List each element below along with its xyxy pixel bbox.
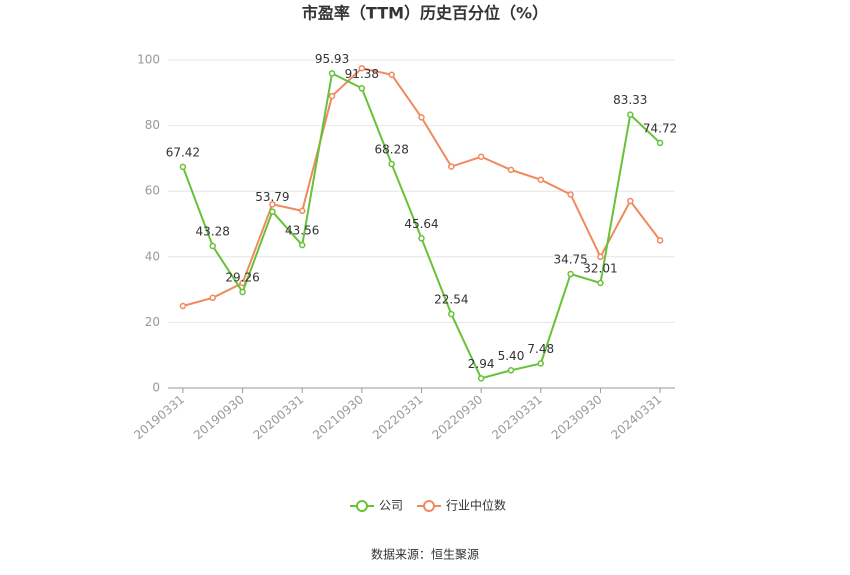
x-tick-label: 20220331 xyxy=(370,392,426,442)
data-label: 43.56 xyxy=(285,224,319,238)
legend-label: 行业中位数 xyxy=(446,498,506,513)
y-tick-label: 100 xyxy=(137,53,160,67)
point xyxy=(627,111,634,118)
x-tick-label: 20210930 xyxy=(310,392,366,442)
y-tick-label: 20 xyxy=(145,315,160,329)
point xyxy=(298,241,306,249)
data-label: 22.54 xyxy=(434,293,468,307)
point xyxy=(388,71,395,79)
y-tick-label: 0 xyxy=(152,381,160,395)
point xyxy=(358,85,366,92)
point xyxy=(567,270,574,278)
data-label: 95.93 xyxy=(315,52,349,66)
point xyxy=(388,160,395,168)
point xyxy=(179,163,187,171)
data-label: 53.79 xyxy=(255,190,289,204)
point xyxy=(298,207,306,215)
point xyxy=(507,367,515,374)
legend-label: 公司 xyxy=(379,499,403,513)
point xyxy=(477,153,485,161)
data-label: 91.38 xyxy=(345,67,379,81)
data-label: 2.94 xyxy=(468,357,495,371)
data-label: 34.75 xyxy=(553,253,587,267)
x-tick-label: 20230930 xyxy=(549,392,605,442)
x-tick-label: 20190331 xyxy=(131,392,187,442)
data-label: 74.72 xyxy=(643,121,677,135)
point xyxy=(269,208,276,215)
data-label: 67.42 xyxy=(166,145,200,159)
point xyxy=(507,166,515,174)
data-label: 7.48 xyxy=(527,342,554,356)
legend-marker xyxy=(356,500,368,512)
legend-item[interactable]: 行业中位数 xyxy=(417,498,506,513)
legend-marker xyxy=(423,500,436,512)
chart-title: 市盈率（TTM）历史百分位（%） xyxy=(302,4,548,23)
x-tick-label: 20190930 xyxy=(191,392,247,442)
data-label: 5.40 xyxy=(498,349,525,363)
data-label: 43.28 xyxy=(196,225,230,239)
legend-item[interactable]: 公司 xyxy=(350,499,403,513)
data-label: 45.64 xyxy=(404,217,438,231)
point xyxy=(537,360,545,367)
point xyxy=(358,64,366,72)
point xyxy=(448,310,455,318)
data-label: 83.33 xyxy=(613,93,647,107)
point xyxy=(477,375,485,382)
source: 数据来源：恒生聚源 xyxy=(371,547,479,562)
point xyxy=(567,191,574,198)
point xyxy=(209,242,216,250)
data-label: 68.28 xyxy=(374,143,408,157)
y-tick-label: 40 xyxy=(145,249,160,263)
x-tick-label: 20200331 xyxy=(251,392,307,442)
point xyxy=(209,294,216,302)
y-tick-label: 60 xyxy=(145,184,160,198)
point xyxy=(179,302,187,310)
point xyxy=(656,139,664,147)
x-tick-label: 20230331 xyxy=(489,392,545,442)
data-label: 32.01 xyxy=(583,262,617,276)
point xyxy=(269,201,276,208)
point xyxy=(328,92,336,100)
point xyxy=(656,237,664,244)
data-label: 29.26 xyxy=(225,271,259,285)
point xyxy=(597,279,604,287)
x-tick-label: 20240331 xyxy=(608,392,664,442)
point xyxy=(418,114,425,121)
point xyxy=(418,235,425,242)
x-tick-label: 20220930 xyxy=(430,392,486,442)
point xyxy=(627,197,634,205)
point xyxy=(239,288,246,296)
point xyxy=(448,163,455,170)
point xyxy=(597,253,604,261)
point xyxy=(537,176,545,183)
point xyxy=(328,70,336,77)
y-tick-label: 80 xyxy=(145,118,160,132)
